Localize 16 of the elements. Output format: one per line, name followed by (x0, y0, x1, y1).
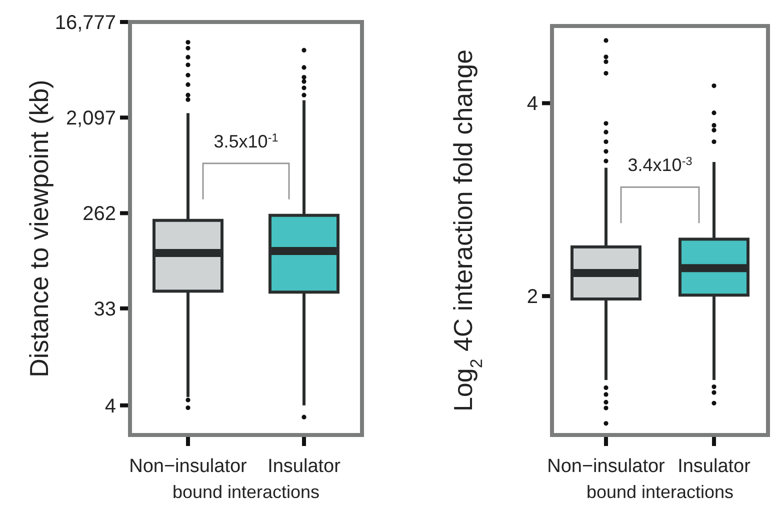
annotation: 3.4x10$^{-3}$ (628, 154, 692, 176)
y-axis-title: Distance to viewpoint (kb) (24, 80, 54, 378)
y-tick-label: 2 (526, 286, 538, 308)
x-tick-label: Non−insulator (129, 456, 248, 477)
y-tick-label: 16,777 (54, 12, 116, 34)
y-tick-label: 4 (526, 93, 538, 116)
x-axis-title: bound interactions (586, 482, 734, 502)
x-axis-title: bound interactions (172, 482, 320, 502)
x-tick-label: Insulator (268, 456, 342, 477)
y-tick-label: 33 (94, 298, 116, 320)
y-tick-label: 4 (104, 395, 116, 418)
x-tick-label: Non−insulator (547, 456, 666, 477)
annotation: 3.5x10$^{-1}$ (214, 130, 278, 152)
y-tick-label: 262 (82, 203, 116, 226)
x-tick-label: Insulator (678, 456, 752, 477)
y-tick-label: 2,097 (66, 108, 116, 130)
